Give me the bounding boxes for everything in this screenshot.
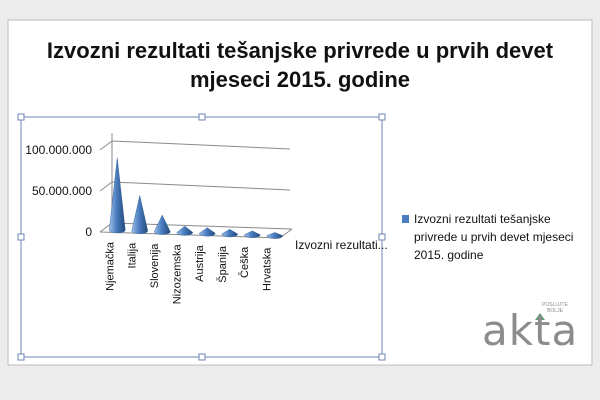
x-tick-label: Češka	[238, 246, 251, 278]
cone-italija	[131, 195, 148, 234]
x-tick-label: Italija	[127, 242, 139, 269]
akta-logo: akta POSLUJTE BOLJE	[482, 300, 577, 360]
cone-njemačka	[109, 157, 126, 234]
x-axis: Njemačka Italija Slovenija Nizozemska Austri…	[104, 241, 274, 304]
legend-entry-label: Izvozni rezultati tešanjske privrede u p…	[414, 212, 574, 262]
x-tick-label: Njemačka	[104, 241, 116, 291]
x-tick-label: Austrija	[194, 244, 206, 282]
selection-handle	[198, 113, 206, 121]
logo-triangle-icon	[535, 313, 545, 320]
gridline-depth	[99, 181, 113, 192]
y-tick-label: 0	[85, 225, 92, 239]
cone-austrija	[199, 227, 216, 237]
cone-nizozemska	[176, 225, 193, 236]
selection-handle	[378, 353, 386, 361]
gridline-depth	[99, 140, 113, 151]
selection-handle	[17, 233, 25, 241]
cone-hrvatska	[266, 232, 283, 239]
legend[interactable]: Izvozni rezultati tešanjske privrede u p…	[402, 210, 582, 264]
chart-title[interactable]: Izvozni rezultati tešanjske privrede u p…	[46, 38, 554, 92]
x-tick-label: Španija	[216, 245, 229, 283]
selection-handle	[378, 233, 386, 241]
x-tick-label: Slovenija	[149, 243, 161, 289]
cone-češka	[244, 230, 261, 238]
logo-tagline-line-2: BOLJE	[547, 308, 563, 314]
selection-handle	[198, 353, 206, 361]
selection-handles	[17, 113, 386, 361]
gridline	[111, 140, 291, 150]
y-axis: 0 50.000.000 100.000.000	[25, 143, 92, 239]
selection-handle	[378, 113, 386, 121]
chart-area[interactable]	[7, 19, 593, 366]
logo-word: akta	[482, 306, 579, 355]
selection-handle	[17, 113, 25, 121]
cone-slovenija	[154, 214, 171, 235]
legend-swatch	[402, 215, 409, 223]
y-tick-label: 100.000.000	[25, 143, 92, 157]
gridline	[111, 181, 291, 191]
y-tick-label: 50.000.000	[32, 184, 92, 198]
x-tick-label: Hrvatska	[262, 247, 274, 291]
x-tick-label: Nizozemska	[172, 244, 184, 305]
depth-axis-label: Izvozni rezultati...	[295, 238, 388, 252]
cone-španija	[221, 229, 238, 238]
cone-series	[109, 157, 283, 239]
logo-tagline-line-1: POSLUJTE	[542, 302, 568, 308]
selection-handle	[17, 353, 25, 361]
logo-tagline: POSLUJTE BOLJE	[540, 302, 570, 314]
